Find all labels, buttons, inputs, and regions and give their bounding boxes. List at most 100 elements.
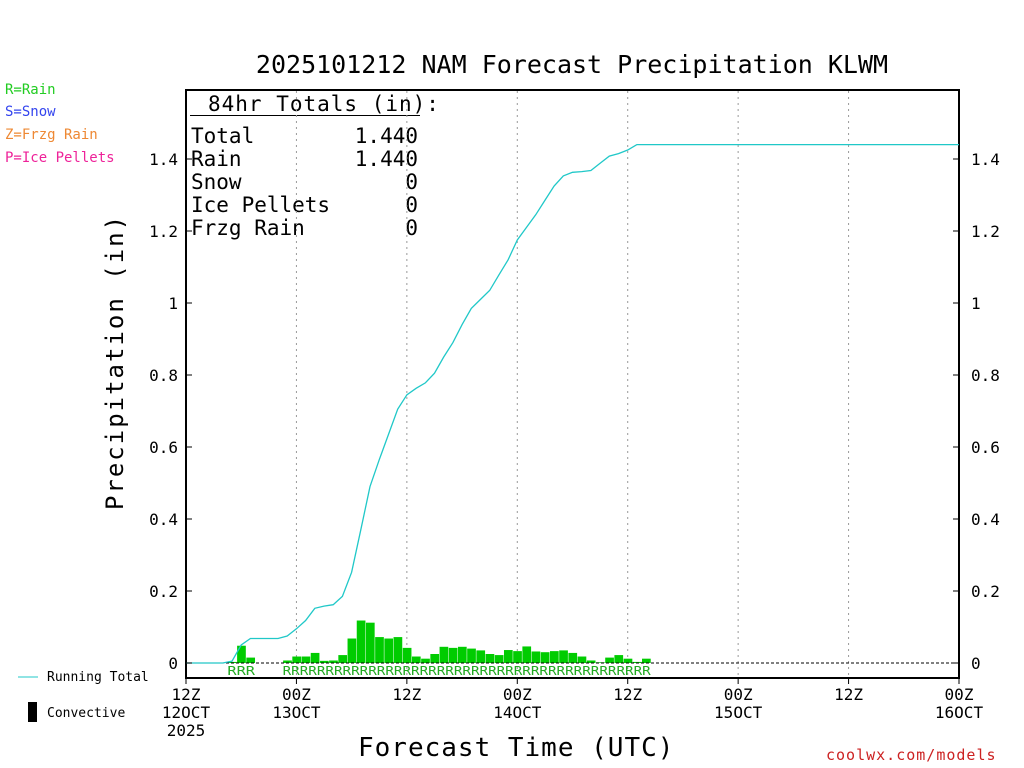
legend-frzg-rain: Z=Frzg Rain [5, 127, 98, 143]
y-tick-label-left: 0.8 [149, 366, 178, 385]
totals-value-snow: 0 [405, 170, 418, 194]
y-tick-label-left: 1.2 [149, 222, 178, 241]
totals-label-snow: Snow [191, 170, 242, 194]
rain-bar [467, 648, 476, 663]
x-tick-label: 12Z [392, 685, 421, 704]
rain-bar [393, 637, 403, 663]
rain-bar [384, 638, 394, 663]
convective-legend-label: Convective [47, 706, 126, 721]
precip-type-code: RRRRRRRRRRRRRRRRRRRRRRRRRRRRRRRRRRRRRRRR… [283, 664, 652, 678]
totals-value-ice-pellets: 0 [405, 193, 418, 217]
legend-rain: R=Rain [5, 82, 56, 98]
rain-bar [596, 662, 605, 663]
rain-bar [347, 638, 357, 663]
totals-label-rain: Rain [191, 147, 242, 171]
totals-value-rain: 1.440 [354, 147, 418, 171]
x-tick-label: 12Z [172, 685, 201, 704]
y-tick-label-left: 1 [168, 294, 178, 313]
y-tick-label-right: 0.2 [971, 582, 1000, 601]
rain-bar [448, 647, 458, 663]
precip-type-code: RRR [227, 664, 256, 678]
rain-bar [338, 655, 348, 663]
rain-bar [246, 657, 256, 663]
x-axis-label: Forecast Time (UTC) [358, 733, 675, 763]
x-tick-label: 2025 [167, 721, 206, 740]
rain-bar [283, 660, 292, 663]
rain-bar [411, 656, 421, 663]
rain-bar [494, 655, 504, 663]
y-tick-label-right: 1 [971, 294, 981, 313]
rain-bar [623, 658, 633, 663]
rain-bar [402, 647, 412, 663]
rain-bar [503, 650, 513, 663]
y-tick-label-right: 1.4 [971, 150, 1000, 169]
rain-bar [421, 658, 430, 663]
chart-title: 2025101212 NAM Forecast Precipitation KL… [255, 50, 889, 79]
y-tick-label-right: 0.6 [971, 438, 1000, 457]
totals-header: 84hr Totals (in): [208, 92, 440, 116]
x-tick-label: 12Z [834, 685, 863, 704]
rain-bar [513, 651, 522, 663]
rain-bar [540, 652, 550, 663]
plot-frame [185, 89, 960, 679]
rain-bar [531, 651, 541, 663]
rain-bar [430, 654, 440, 663]
rain-bar [577, 656, 587, 663]
y-tick-label-left: 0 [168, 654, 178, 673]
x-tick-label: 00Z [724, 685, 753, 704]
x-tick-label: 00Z [282, 685, 311, 704]
totals-label-ice-pellets: Ice Pellets [191, 193, 331, 217]
rain-bar [439, 646, 449, 663]
totals-value-total: 1.440 [354, 124, 418, 148]
legend-snow: S=Snow [5, 104, 56, 120]
totals-value-frzg-rain: 0 [405, 216, 418, 240]
y-tick-label-left: 0.2 [149, 582, 178, 601]
rain-bar [476, 650, 486, 663]
x-tick-label: 12OCT [162, 703, 211, 722]
rain-bar [292, 656, 302, 663]
totals-label-total: Total [191, 124, 255, 148]
rain-bar [227, 661, 237, 663]
x-tick-label: 13OCT [272, 703, 321, 722]
x-tick-label: 15OCT [714, 703, 763, 722]
y-tick-label-right: 1.2 [971, 222, 1000, 241]
rain-bar [522, 646, 532, 663]
rain-bar [319, 660, 329, 663]
rain-bar [485, 654, 495, 663]
y-tick-label-right: 0.4 [971, 510, 1000, 529]
totals-label-frzg-rain: Frzg Rain [191, 216, 305, 240]
y-tick-label-right: 0 [971, 654, 981, 673]
x-tick-label: 16OCT [935, 703, 984, 722]
rain-bar [375, 637, 384, 663]
rain-bar [329, 660, 338, 663]
running-total-legend-swatch [18, 676, 38, 678]
rain-bar [614, 655, 624, 663]
rain-bar [642, 658, 651, 663]
rain-bar [237, 645, 246, 663]
running-total-legend-label: Running Total [47, 670, 149, 685]
rain-bar [549, 651, 559, 663]
x-tick-label: 00Z [945, 685, 974, 704]
running-total-line [186, 143, 959, 664]
rain-bar [586, 660, 596, 663]
y-tick-label-left: 0.6 [149, 438, 178, 457]
x-tick-label: 12Z [613, 685, 642, 704]
rain-bar [310, 652, 320, 663]
credit-text: coolwx.com/models [826, 746, 997, 764]
rain-bar [568, 652, 578, 663]
rain-bar [356, 620, 366, 663]
x-tick-label: 14OCT [493, 703, 542, 722]
y-tick-label-right: 0.8 [971, 366, 1000, 385]
rain-bar [365, 622, 375, 663]
totals-header-underline [190, 115, 420, 116]
y-tick-label-left: 1.4 [149, 150, 178, 169]
rain-bar [605, 657, 614, 663]
rain-bar [457, 646, 467, 663]
legend-ice-pellets: P=Ice Pellets [5, 150, 115, 166]
y-tick-label-left: 0.4 [149, 510, 178, 529]
rain-bar [301, 656, 311, 663]
convective-legend-swatch [28, 702, 37, 722]
x-tick-label: 00Z [503, 685, 532, 704]
rain-bar [632, 661, 642, 663]
